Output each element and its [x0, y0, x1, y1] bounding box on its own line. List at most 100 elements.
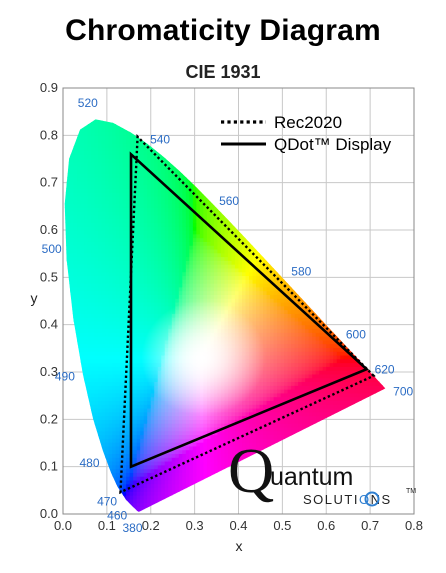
chromaticity-cell — [196, 203, 201, 208]
chromaticity-cell — [203, 184, 208, 189]
chromaticity-cell — [84, 430, 89, 436]
chromaticity-cell — [220, 158, 226, 163]
chromaticity-cell — [66, 317, 71, 322]
chromaticity-cell — [140, 214, 145, 220]
chromaticity-cell — [185, 218, 190, 224]
chromaticity-cell — [91, 271, 96, 277]
chromaticity-cell — [168, 442, 173, 447]
chromaticity-cell — [101, 127, 106, 133]
chromaticity-cell — [101, 241, 106, 246]
chromaticity-cell — [189, 468, 194, 473]
chromaticity-cell — [224, 222, 229, 227]
chromaticity-cell — [136, 142, 141, 148]
chromaticity-cell — [84, 226, 89, 231]
chromaticity-cell — [87, 150, 92, 155]
chromaticity-cell — [150, 256, 155, 261]
chromaticity-cell — [213, 472, 219, 477]
chromaticity-cell — [133, 267, 138, 273]
chromaticity-cell — [206, 214, 212, 220]
chromaticity-cell — [157, 252, 162, 258]
chromaticity-cell — [220, 290, 226, 295]
chromaticity-cell — [168, 479, 173, 485]
chromaticity-cell — [196, 491, 201, 496]
chromaticity-cell — [77, 343, 82, 348]
chromaticity-cell — [178, 192, 183, 197]
chromaticity-cell — [66, 460, 71, 466]
chromaticity-cell — [217, 207, 222, 212]
chromaticity-cell — [84, 237, 89, 242]
chromaticity-cell — [115, 309, 120, 314]
chromaticity-cell — [206, 419, 212, 424]
chromaticity-cell — [224, 226, 229, 231]
chromaticity-cell — [66, 226, 71, 231]
chromaticity-cell — [77, 396, 82, 401]
chromaticity-cell — [119, 498, 124, 504]
chromaticity-cell — [224, 423, 229, 428]
chromaticity-cell — [220, 275, 226, 280]
chromaticity-cell — [98, 267, 103, 273]
chromaticity-cell — [185, 233, 190, 239]
chromaticity-cell — [80, 313, 85, 318]
chromaticity-cell — [220, 248, 226, 254]
chromaticity-cell — [77, 283, 82, 288]
chromaticity-cell — [213, 135, 219, 140]
chromaticity-cell — [77, 487, 82, 492]
chromaticity-cell — [122, 180, 127, 186]
chromaticity-cell — [140, 400, 145, 405]
chromaticity-cell — [105, 222, 110, 227]
chromaticity-cell — [196, 161, 201, 167]
chromaticity-cell — [196, 195, 201, 201]
chromaticity-cell — [126, 180, 131, 186]
chromaticity-cell — [66, 154, 71, 159]
chromaticity-cell — [70, 305, 75, 311]
chromaticity-cell — [203, 176, 208, 182]
chromaticity-cell — [112, 218, 117, 224]
chromaticity-cell — [126, 377, 131, 383]
chromaticity-cell — [196, 415, 201, 420]
chromaticity-cell — [115, 245, 120, 250]
chromaticity-cell — [189, 298, 194, 303]
chromaticity-cell — [94, 233, 99, 239]
chromaticity-cell — [77, 426, 82, 432]
chromaticity-cell — [154, 279, 159, 284]
chromaticity-cell — [91, 449, 96, 455]
chromaticity-cell — [161, 464, 166, 470]
chromaticity-cell — [206, 260, 212, 265]
chromaticity-cell — [101, 381, 106, 386]
chromaticity-cell — [126, 453, 131, 458]
chromaticity-cell — [115, 305, 120, 311]
chromaticity-cell — [161, 248, 166, 254]
chromaticity-cell — [73, 479, 78, 485]
chromaticity-cell — [64, 328, 68, 333]
chromaticity-cell — [164, 487, 169, 492]
chromaticity-cell — [150, 161, 155, 167]
chromaticity-cell — [73, 233, 78, 239]
chromaticity-cell — [87, 407, 92, 413]
chromaticity-cell — [84, 332, 89, 337]
chromaticity-cell — [64, 317, 68, 322]
chromaticity-cell — [154, 218, 159, 224]
chromaticity-cell — [147, 260, 152, 265]
chromaticity-cell — [147, 468, 152, 473]
chromaticity-cell — [206, 445, 212, 451]
chromaticity-cell — [91, 472, 96, 477]
chromaticity-cell — [77, 237, 82, 242]
chromaticity-cell — [168, 271, 173, 277]
chromaticity-cell — [115, 142, 120, 148]
chromaticity-cell — [98, 203, 103, 208]
chromaticity-cell — [70, 460, 75, 466]
chromaticity-cell — [220, 173, 226, 178]
chromaticity-cell — [164, 264, 169, 269]
chromaticity-cell — [224, 161, 229, 167]
chromaticity-cell — [154, 404, 159, 409]
chromaticity-cell — [133, 252, 138, 258]
chromaticity-cell — [210, 195, 215, 201]
chromaticity-cell — [164, 173, 169, 178]
chromaticity-cell — [185, 248, 190, 254]
chromaticity-cell — [182, 146, 187, 152]
chromaticity-cell — [98, 347, 103, 352]
chromaticity-cell — [192, 207, 197, 212]
chromaticity-cell — [136, 377, 141, 383]
chromaticity-cell — [98, 123, 103, 129]
chromaticity-cell — [154, 506, 159, 511]
